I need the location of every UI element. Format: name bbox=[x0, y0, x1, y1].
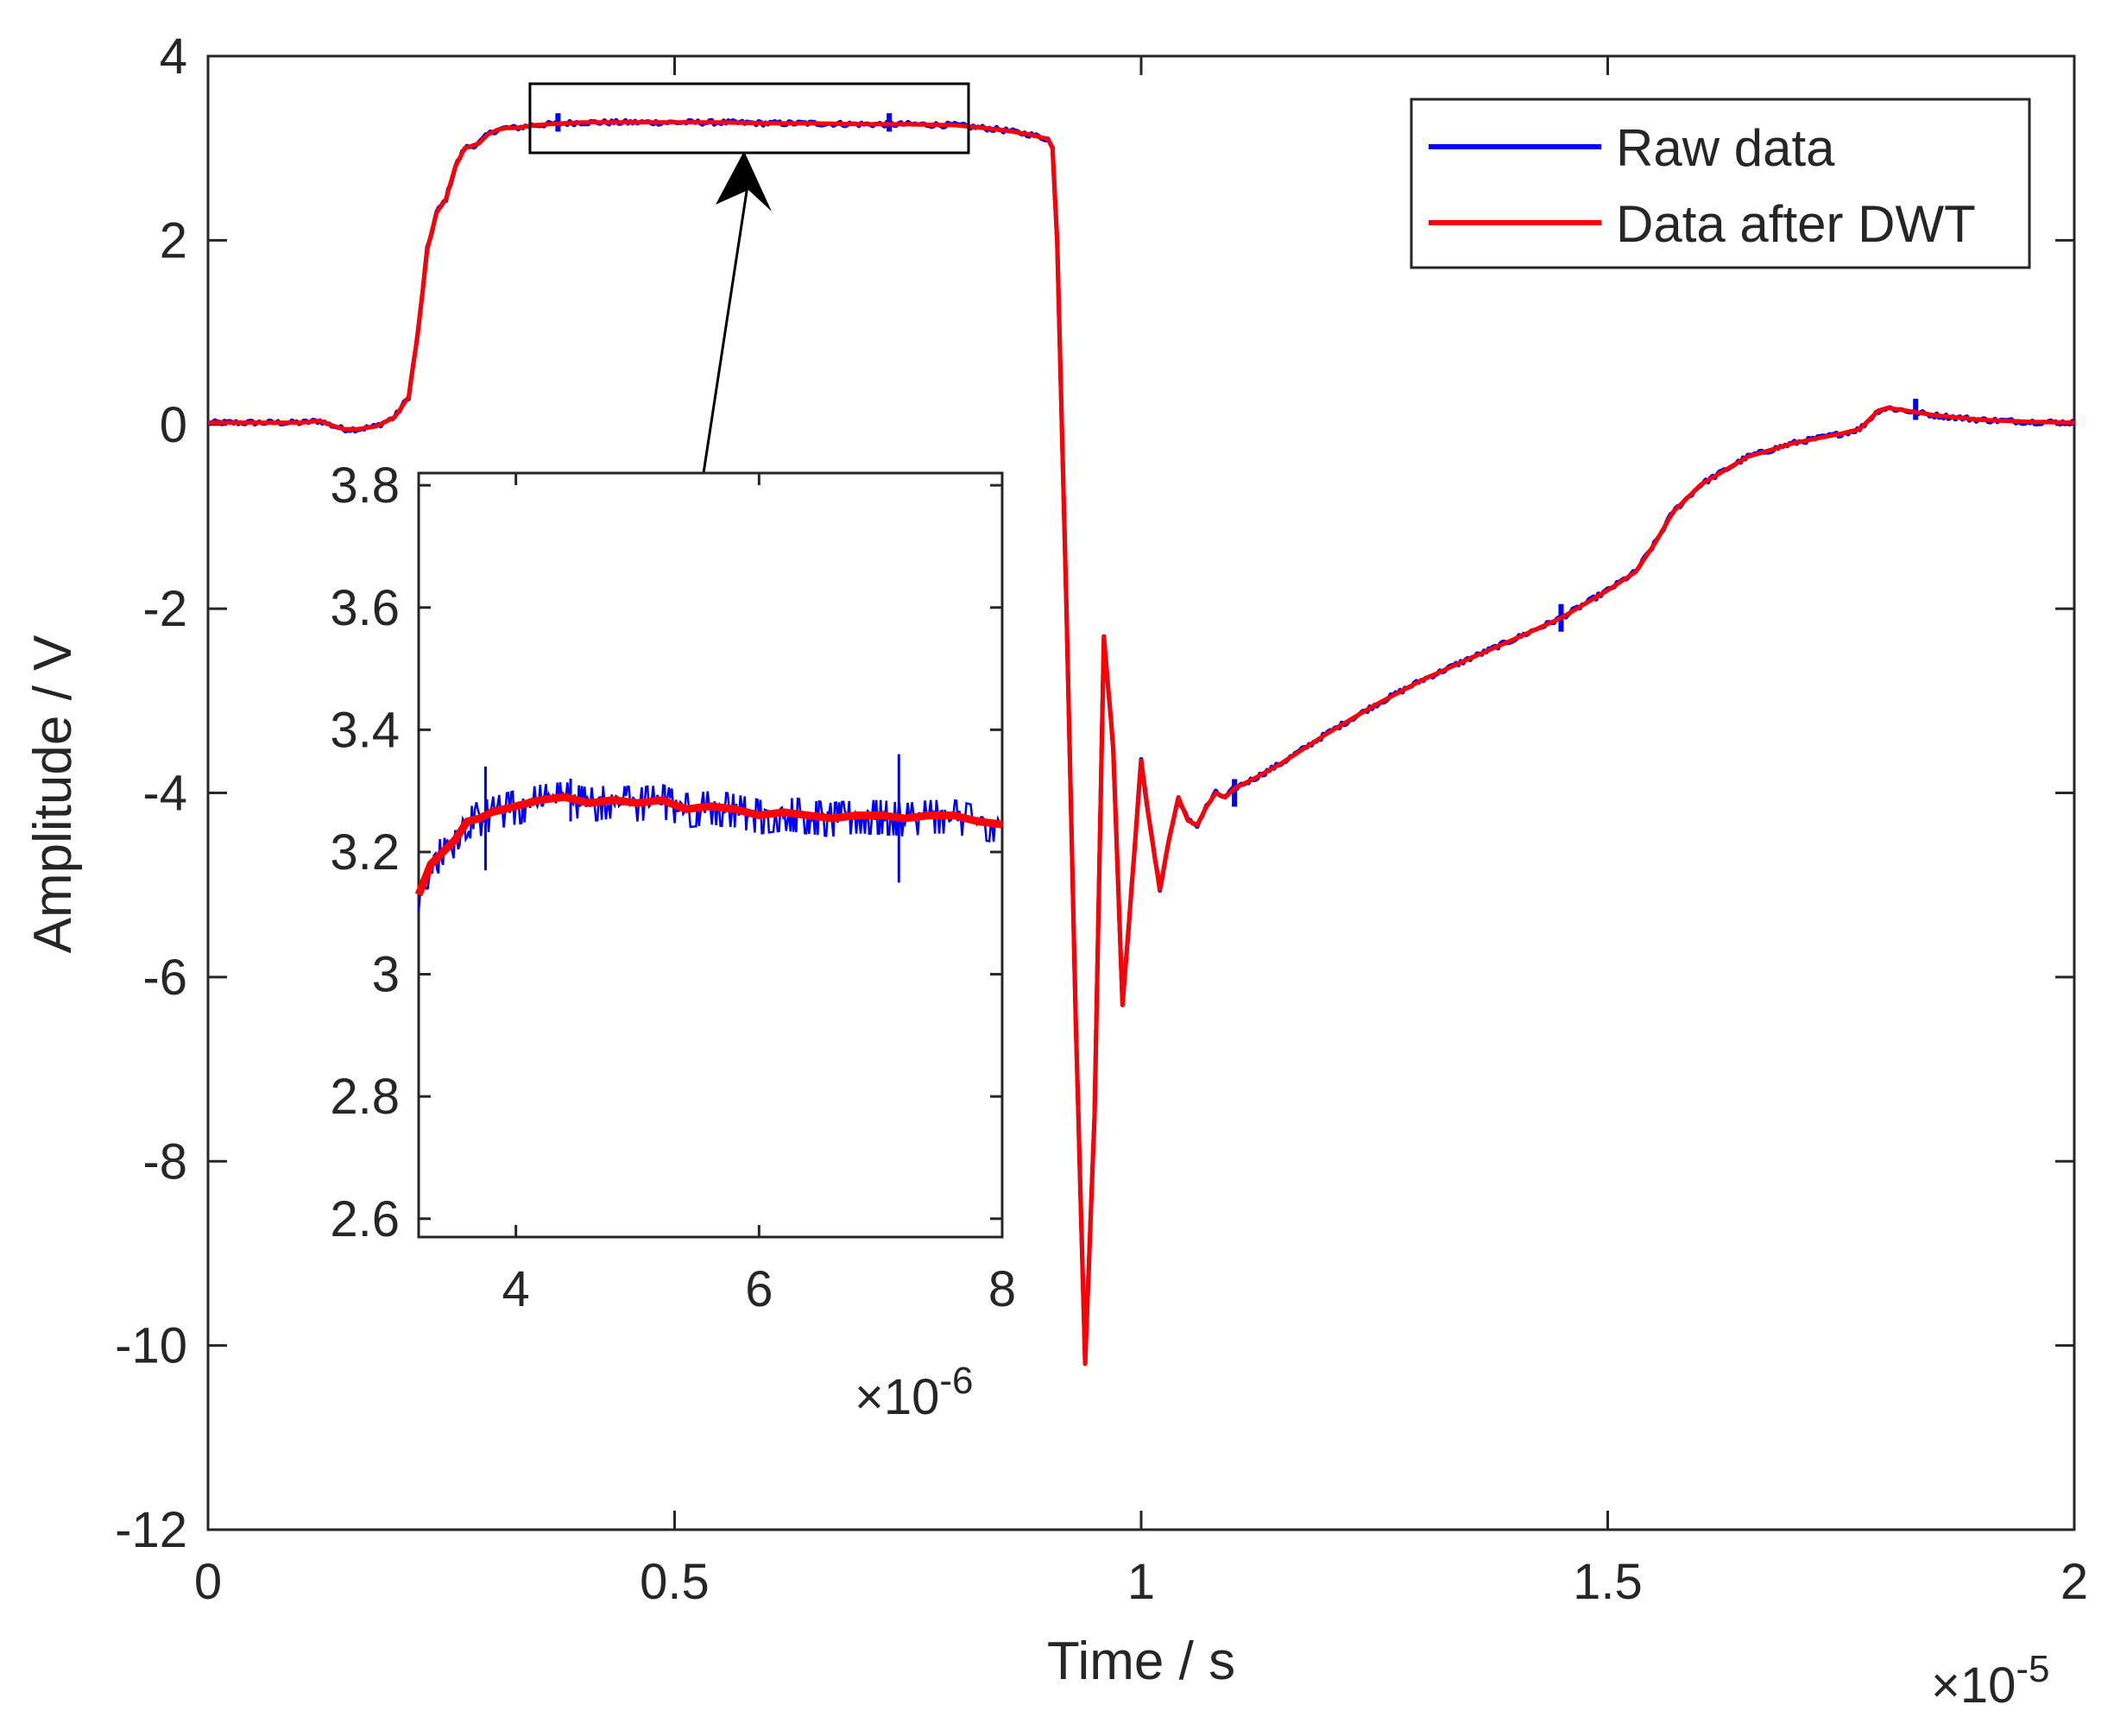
x-tick-label: 2 bbox=[2060, 1554, 2088, 1610]
zoom-annotation bbox=[528, 82, 970, 474]
legend: Raw data Data after DWT bbox=[1410, 98, 2031, 269]
inset-x-tick-label: 8 bbox=[988, 1261, 1016, 1317]
inset-x-tick-label: 6 bbox=[745, 1261, 773, 1317]
main-x-ticks: 0 0.5 1 1.5 2 bbox=[194, 56, 2088, 1610]
inset-x-exponent-power: -6 bbox=[939, 1360, 973, 1402]
x-tick-label: 0.5 bbox=[640, 1554, 710, 1610]
zoom-box bbox=[528, 82, 970, 155]
zoom-arrow-head bbox=[716, 151, 772, 211]
zoom-arrow-line bbox=[702, 185, 749, 474]
inset-y-tick-label: 3.8 bbox=[330, 458, 400, 514]
legend-label-raw: Raw data bbox=[1616, 119, 1835, 177]
inset-plot-frame bbox=[417, 471, 1004, 1239]
x-exponent-label: ×10-5 bbox=[1931, 1648, 2050, 1714]
inset-y-tick-label: 2.6 bbox=[330, 1191, 400, 1247]
inset-y-tick-label: 3.6 bbox=[330, 580, 400, 636]
x-axis-label: Time / s bbox=[1047, 1632, 1235, 1691]
inset-lines bbox=[414, 754, 1005, 912]
dwt-data-line bbox=[208, 120, 2074, 1367]
x-tick-label: 1 bbox=[1127, 1554, 1155, 1610]
inset-y-tick-label: 3.4 bbox=[330, 702, 400, 758]
y-tick-label: 0 bbox=[160, 397, 187, 453]
inset-dwt-data-line bbox=[414, 792, 1005, 897]
y-tick-label: -8 bbox=[142, 1133, 187, 1190]
y-tick-label: -6 bbox=[142, 950, 187, 1006]
inset-x-exponent-base: ×10 bbox=[855, 1369, 939, 1425]
inset-x-exponent-label: ×10-6 bbox=[855, 1360, 974, 1425]
inset-y-ticks: 2.6 2.8 3 3.2 3.4 3.6 3.8 bbox=[330, 458, 1002, 1247]
inset-axes: 4 6 8 2.6 2.8 3 3.2 3.4 3.6 3.8 ×10-6 bbox=[330, 458, 1016, 1425]
y-tick-label: 2 bbox=[160, 212, 187, 268]
x-exponent-power: -5 bbox=[2016, 1648, 2049, 1690]
y-tick-label: -2 bbox=[142, 581, 187, 637]
x-tick-label: 1.5 bbox=[1573, 1554, 1643, 1610]
y-tick-label: 4 bbox=[160, 28, 187, 85]
y-axis-label: Amplitude / V bbox=[23, 634, 83, 953]
inset-x-tick-label: 4 bbox=[502, 1261, 530, 1317]
inset-y-tick-label: 2.8 bbox=[330, 1069, 400, 1125]
y-tick-label: -4 bbox=[142, 766, 187, 822]
inset-y-tick-label: 3.2 bbox=[330, 824, 400, 881]
x-exponent-base: ×10 bbox=[1931, 1657, 2016, 1714]
inset-x-ticks: 4 6 8 bbox=[502, 473, 1016, 1317]
legend-label-dwt: Data after DWT bbox=[1616, 195, 1976, 253]
main-lines bbox=[206, 113, 2075, 1367]
legend-box bbox=[1410, 98, 2031, 269]
y-tick-label: -12 bbox=[115, 1502, 187, 1558]
main-y-ticks: -12 -10 -8 -6 -4 -2 0 2 4 bbox=[115, 28, 2074, 1558]
y-tick-label: -10 bbox=[115, 1318, 187, 1374]
inset-y-tick-label: 3 bbox=[372, 947, 400, 1003]
x-tick-label: 0 bbox=[194, 1554, 222, 1610]
